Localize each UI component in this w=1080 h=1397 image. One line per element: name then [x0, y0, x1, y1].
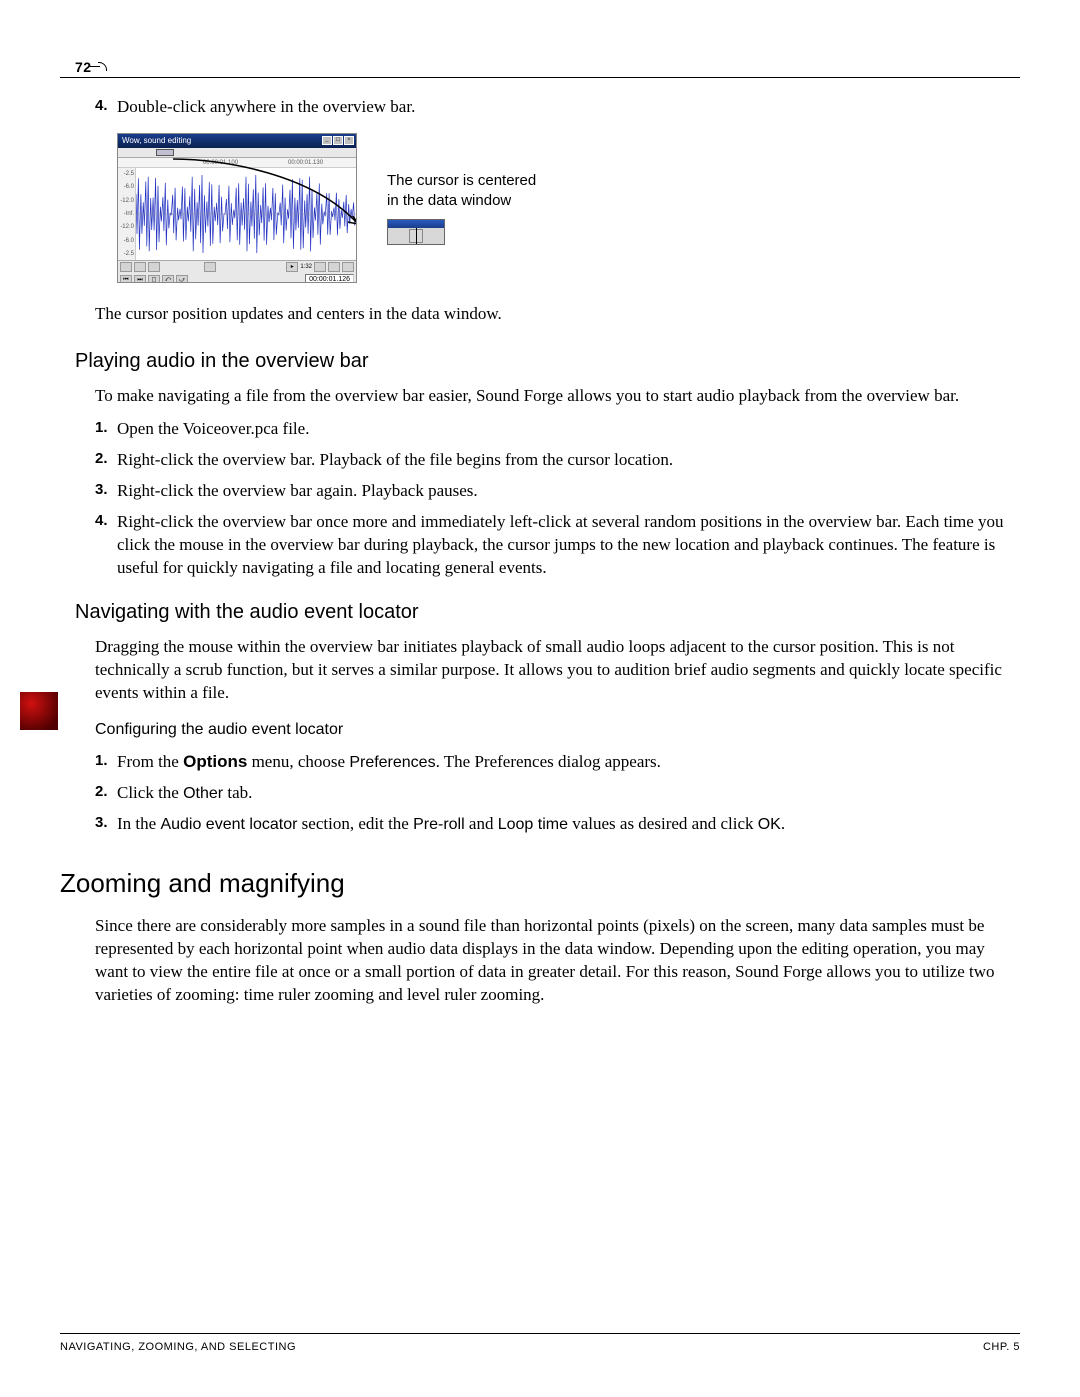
step-text: From the Options menu, choose Preference…	[117, 751, 1020, 774]
waveform-canvas[interactable]	[136, 168, 356, 260]
toolbar-button[interactable]	[134, 262, 146, 272]
amp-label: -2.5	[119, 170, 134, 178]
minimize-icon[interactable]: _	[322, 136, 332, 145]
figure-row: Wow, sound editing _ □ × 00:00:01.100 00…	[117, 133, 1020, 283]
mini-body	[388, 228, 444, 244]
toolbar-button[interactable]	[342, 262, 354, 272]
step-text: Double-click anywhere in the overview ba…	[117, 96, 1020, 119]
paragraph: Since there are considerably more sample…	[95, 915, 1020, 1007]
list-item: 2.Right-click the overview bar. Playback…	[95, 449, 1020, 472]
step-number: 3.	[95, 480, 117, 503]
timecode: 00:00:01.126	[305, 274, 354, 283]
screenshot: Wow, sound editing _ □ × 00:00:01.100 00…	[117, 133, 357, 283]
step-number: 4.	[95, 511, 117, 580]
list-item: 3. In the Audio event locator section, e…	[95, 813, 1020, 836]
transport-button[interactable]: ⤻	[176, 275, 188, 283]
step-4: 4. Double-click anywhere in the overview…	[95, 96, 1020, 119]
waveform-svg	[136, 168, 356, 260]
mini-titlebar	[388, 220, 444, 228]
step-number: 3.	[95, 813, 117, 836]
heading-playing-audio: Playing audio in the overview bar	[75, 348, 1020, 375]
time-ruler: 00:00:01.100 00:00:01.130	[118, 158, 356, 168]
transport-button[interactable]: ⏭	[134, 275, 146, 283]
list-item: 2. Click the Other tab.	[95, 782, 1020, 805]
paragraph: To make navigating a file from the overv…	[95, 385, 1020, 408]
heading-zooming: Zooming and magnifying	[60, 866, 1020, 901]
annotation-line: in the data window	[387, 191, 536, 211]
page-number: 72	[75, 58, 106, 77]
step-text: Right-click the overview bar again. Play…	[117, 480, 1020, 503]
figure-caption: The cursor position updates and centers …	[95, 303, 1020, 326]
list-item: 1.Open the Voiceover.pca file.	[95, 418, 1020, 441]
step-text: Right-click the overview bar. Playback o…	[117, 449, 1020, 472]
toolbar-button[interactable]	[328, 262, 340, 272]
toolbar-button[interactable]	[120, 262, 132, 272]
amp-label: -2.5	[119, 250, 134, 258]
overview-marker	[156, 149, 174, 156]
step-text: Click the Other tab.	[117, 782, 1020, 805]
page-header: 72	[60, 60, 1020, 78]
toolbar-button[interactable]	[204, 262, 216, 272]
ordered-list: 1.Open the Voiceover.pca file.2.Right-cl…	[95, 418, 1020, 580]
page-content: 4. Double-click anywhere in the overview…	[60, 96, 1020, 1007]
maximize-icon[interactable]: □	[333, 136, 343, 145]
ordered-list: 1. From the Options menu, choose Prefere…	[95, 751, 1020, 836]
step-text: Right-click the overview bar once more a…	[117, 511, 1020, 580]
amplitude-ruler: -2.5 -6.0 -12.0 -Inf. -12.0 -6.0 -2.5	[118, 168, 136, 260]
footer-right: CHP. 5	[983, 1340, 1020, 1355]
transport-button[interactable]: ⤺	[162, 275, 174, 283]
window-buttons: _ □ ×	[322, 136, 354, 145]
step-number: 4.	[95, 96, 117, 119]
zoom-ratio: 1:32	[300, 263, 312, 271]
amp-label: -6.0	[119, 237, 134, 245]
time-label: 00:00:01.130	[288, 159, 323, 167]
window-title: Wow, sound editing	[120, 136, 191, 147]
close-icon[interactable]: ×	[344, 136, 354, 145]
cursor-icon	[409, 229, 423, 243]
footer-left: NAVIGATING, ZOOMING, AND SELECTING	[60, 1340, 296, 1355]
step-number: 1.	[95, 751, 117, 774]
play-button[interactable]: ▸	[286, 262, 298, 272]
margin-ornament	[20, 692, 58, 730]
list-item: 1. From the Options menu, choose Prefere…	[95, 751, 1020, 774]
list-item: 4.Right-click the overview bar once more…	[95, 511, 1020, 580]
annotation-block: The cursor is centered in the data windo…	[387, 171, 536, 246]
annotation-line: The cursor is centered	[387, 171, 536, 191]
subheading-configuring: Configuring the audio event locator	[95, 719, 1020, 741]
waveform-area: -2.5 -6.0 -12.0 -Inf. -12.0 -6.0 -2.5	[118, 168, 356, 260]
amp-label: -12.0	[119, 197, 134, 205]
toolbar: ▸ 1:32 ⏮ ⏭ ◻ ⤺ ⤻ 00:00:01.126	[118, 260, 356, 282]
toolbar-button[interactable]	[148, 262, 160, 272]
mini-window	[387, 219, 445, 245]
window-titlebar: Wow, sound editing _ □ ×	[118, 134, 356, 148]
heading-navigating: Navigating with the audio event locator	[75, 599, 1020, 626]
list-item: 3.Right-click the overview bar again. Pl…	[95, 480, 1020, 503]
amp-label: -6.0	[119, 183, 134, 191]
step-text: Open the Voiceover.pca file.	[117, 418, 1020, 441]
toolbar-button[interactable]	[314, 262, 326, 272]
transport-button[interactable]: ◻	[148, 275, 160, 283]
step-number: 2.	[95, 449, 117, 472]
time-label: 00:00:01.100	[203, 159, 238, 167]
step-number: 1.	[95, 418, 117, 441]
overview-bar[interactable]	[118, 148, 356, 158]
amp-label: -12.0	[119, 223, 134, 231]
page-footer: NAVIGATING, ZOOMING, AND SELECTING CHP. …	[60, 1333, 1020, 1355]
step-text: In the Audio event locator section, edit…	[117, 813, 1020, 836]
transport-button[interactable]: ⏮	[120, 275, 132, 283]
step-number: 2.	[95, 782, 117, 805]
amp-label: -Inf.	[119, 210, 134, 218]
paragraph: Dragging the mouse within the overview b…	[95, 636, 1020, 705]
